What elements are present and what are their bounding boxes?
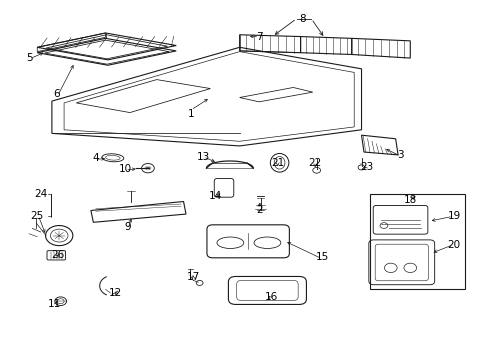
Text: 2: 2: [255, 206, 262, 216]
Text: 16: 16: [264, 292, 277, 302]
Text: 12: 12: [108, 288, 122, 298]
Text: 10: 10: [118, 164, 131, 174]
Text: 18: 18: [403, 195, 416, 205]
Text: 19: 19: [447, 211, 460, 221]
Text: 7: 7: [255, 32, 262, 41]
Text: 15: 15: [315, 252, 328, 262]
Text: 14: 14: [208, 191, 222, 201]
Text: 11: 11: [48, 299, 61, 309]
Text: 5: 5: [26, 53, 33, 63]
Text: 6: 6: [53, 89, 60, 99]
Text: 26: 26: [52, 250, 65, 260]
Text: 21: 21: [270, 158, 284, 168]
Text: 22: 22: [308, 158, 321, 168]
Text: 8: 8: [299, 14, 305, 24]
Bar: [369, 194, 465, 289]
Text: 9: 9: [124, 222, 130, 231]
Text: 1: 1: [187, 109, 194, 119]
Text: 17: 17: [186, 272, 200, 282]
Text: 20: 20: [447, 239, 460, 249]
Text: 24: 24: [34, 189, 47, 199]
Text: 13: 13: [196, 152, 209, 162]
Text: 3: 3: [396, 150, 403, 160]
Text: 23: 23: [359, 162, 372, 172]
Text: 25: 25: [31, 211, 44, 221]
Text: 4: 4: [92, 153, 99, 163]
